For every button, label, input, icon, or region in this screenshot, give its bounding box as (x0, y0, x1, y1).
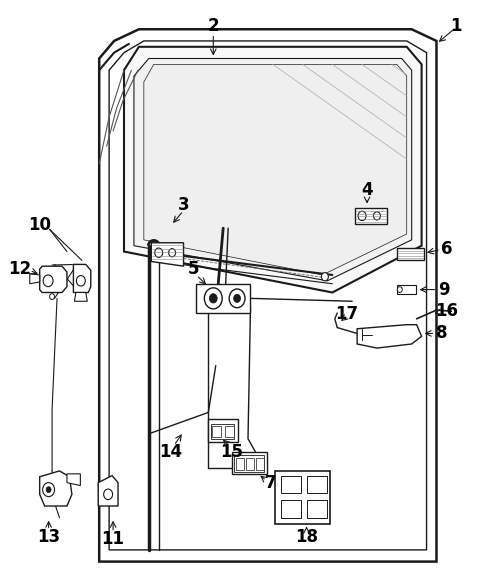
Bar (225, 426, 234, 437)
Bar (212, 426, 221, 437)
Polygon shape (232, 452, 267, 474)
Polygon shape (355, 208, 387, 224)
Circle shape (43, 275, 53, 287)
Polygon shape (40, 471, 72, 506)
Circle shape (397, 287, 402, 292)
Circle shape (50, 294, 55, 300)
Text: 2: 2 (207, 18, 219, 35)
Polygon shape (397, 285, 416, 294)
Text: 16: 16 (435, 302, 458, 320)
Text: 17: 17 (336, 305, 359, 323)
Polygon shape (134, 58, 412, 281)
Polygon shape (74, 292, 87, 301)
Circle shape (234, 294, 241, 302)
Polygon shape (98, 476, 118, 506)
Polygon shape (30, 274, 40, 284)
Polygon shape (124, 47, 422, 292)
Polygon shape (67, 474, 80, 486)
Text: 4: 4 (361, 181, 373, 199)
Bar (307, 476, 327, 493)
Text: 11: 11 (102, 531, 124, 548)
Polygon shape (357, 325, 422, 348)
Polygon shape (234, 455, 264, 472)
Circle shape (155, 248, 163, 257)
Text: 18: 18 (295, 528, 318, 546)
Text: 14: 14 (160, 443, 183, 460)
Circle shape (43, 483, 55, 497)
Polygon shape (109, 41, 427, 550)
Text: 7: 7 (264, 474, 276, 491)
Polygon shape (151, 243, 184, 266)
Circle shape (46, 487, 51, 493)
Polygon shape (211, 424, 234, 439)
Text: 13: 13 (37, 528, 60, 546)
Circle shape (358, 211, 366, 221)
Bar (246, 458, 254, 470)
Polygon shape (275, 471, 330, 524)
Bar (307, 500, 327, 518)
Text: 15: 15 (221, 443, 244, 460)
Circle shape (169, 249, 176, 257)
Bar (256, 458, 264, 470)
Polygon shape (196, 284, 250, 313)
Circle shape (76, 276, 85, 286)
Text: 1: 1 (450, 18, 462, 35)
Text: 6: 6 (440, 240, 452, 257)
Circle shape (204, 288, 222, 309)
Circle shape (104, 489, 113, 500)
Circle shape (229, 289, 245, 308)
Circle shape (209, 294, 217, 303)
Text: 3: 3 (178, 196, 189, 214)
Bar (236, 458, 244, 470)
Bar (281, 500, 301, 518)
Polygon shape (99, 29, 436, 562)
Polygon shape (40, 266, 67, 292)
Circle shape (373, 212, 380, 220)
Text: 12: 12 (8, 260, 31, 278)
Circle shape (321, 273, 328, 281)
Text: 10: 10 (28, 216, 51, 234)
Polygon shape (73, 264, 91, 292)
Text: 9: 9 (438, 281, 450, 298)
Bar (281, 476, 301, 493)
Polygon shape (144, 64, 407, 275)
Text: 5: 5 (187, 260, 199, 278)
Text: 8: 8 (435, 325, 447, 342)
Polygon shape (397, 248, 424, 260)
Polygon shape (208, 419, 238, 442)
